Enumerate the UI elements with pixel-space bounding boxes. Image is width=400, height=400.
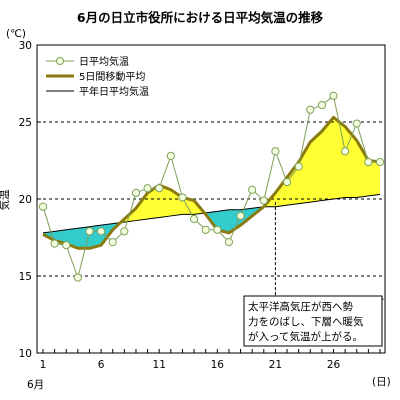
x-unit-label: (日) (372, 376, 391, 388)
legend-normal-label: 平年日平均気温 (79, 85, 149, 98)
daily-point-27 (341, 147, 350, 156)
daily-point-26 (329, 91, 338, 100)
annotation-box (243, 295, 383, 347)
x-tick-label-1: 1 (40, 359, 47, 371)
annotation-line-3: が入って気温が上がる。 (248, 330, 363, 343)
daily-point-18 (236, 211, 245, 221)
x-tick-label-11: 11 (153, 359, 166, 371)
daily-point-24 (306, 105, 315, 114)
annotation-line-2: 力をのばし、下層へ暖気 (248, 315, 364, 328)
x-month-label: 6月 (27, 379, 44, 391)
normal-temperature-series (42, 193, 381, 234)
x-tick-label-21: 21 (269, 359, 282, 371)
daily-point-7 (108, 238, 117, 247)
y-unit-label: (℃) (6, 28, 26, 40)
y-tick-label-15: 15 (19, 271, 32, 283)
legend-daily-marker (56, 57, 64, 65)
daily-point-8 (120, 227, 129, 236)
daily-point-21 (271, 147, 280, 156)
daily-point-2 (50, 239, 59, 248)
y-tick-label-30: 30 (19, 40, 32, 52)
daily-point-11 (155, 184, 164, 193)
daily-point-16 (213, 225, 222, 234)
chart-title: 6月の日立市役所における日平均気温の推移 (77, 10, 324, 25)
daily-point-9 (131, 188, 141, 197)
moving-average-series (42, 115, 381, 250)
legend-daily-label: 日平均気温 (79, 55, 129, 68)
daily-point-19 (248, 185, 257, 194)
fill-above-normal-3 (263, 117, 380, 207)
legend-ma-label: 5日間移動平均 (79, 70, 145, 83)
gridlines (37, 121, 385, 277)
daily-point-4 (73, 273, 82, 282)
y-axis-label: 気温 (0, 189, 11, 210)
daily-point-13 (178, 193, 187, 202)
daily-point-29 (364, 157, 373, 167)
y-tick-label-10: 10 (19, 348, 32, 360)
normal-temperature-line (42, 193, 381, 234)
deviation-fills (43, 117, 380, 249)
daily-point-12 (166, 151, 175, 160)
daily-point-20 (259, 196, 268, 205)
annotation: 太平洋高気圧が西へ勢 力をのばし、下層へ暖気 が入って気温が上がる。 (243, 202, 384, 347)
x-tick-label-26: 26 (327, 359, 341, 371)
daily-point-23 (294, 162, 303, 171)
daily-point-30 (375, 157, 385, 167)
daily-point-3 (62, 241, 71, 250)
daily-point-28 (352, 119, 361, 128)
x-tick-label-16: 16 (211, 359, 225, 371)
fill-above-normal-1 (120, 185, 205, 223)
y-tick-label-25: 25 (19, 117, 32, 129)
y-tick-label-20: 20 (19, 194, 32, 206)
legend: 日平均気温 5日間移動平均 平年日平均気温 (41, 50, 159, 100)
daily-point-15 (201, 225, 210, 234)
daily-point-22 (282, 177, 292, 187)
daily-point-5 (85, 227, 94, 236)
annotation-line-1: 太平洋高気圧が西へ勢 (248, 300, 353, 313)
daily-temperature-series (38, 91, 385, 282)
daily-point-17 (224, 238, 234, 247)
daily-point-1 (38, 202, 48, 211)
moving-average-line (42, 115, 381, 250)
daily-point-6 (97, 227, 106, 236)
daily-point-14 (189, 214, 199, 224)
daily-point-10 (143, 184, 152, 193)
daily-point-25 (317, 100, 326, 110)
x-tick-label-6: 6 (98, 359, 105, 371)
